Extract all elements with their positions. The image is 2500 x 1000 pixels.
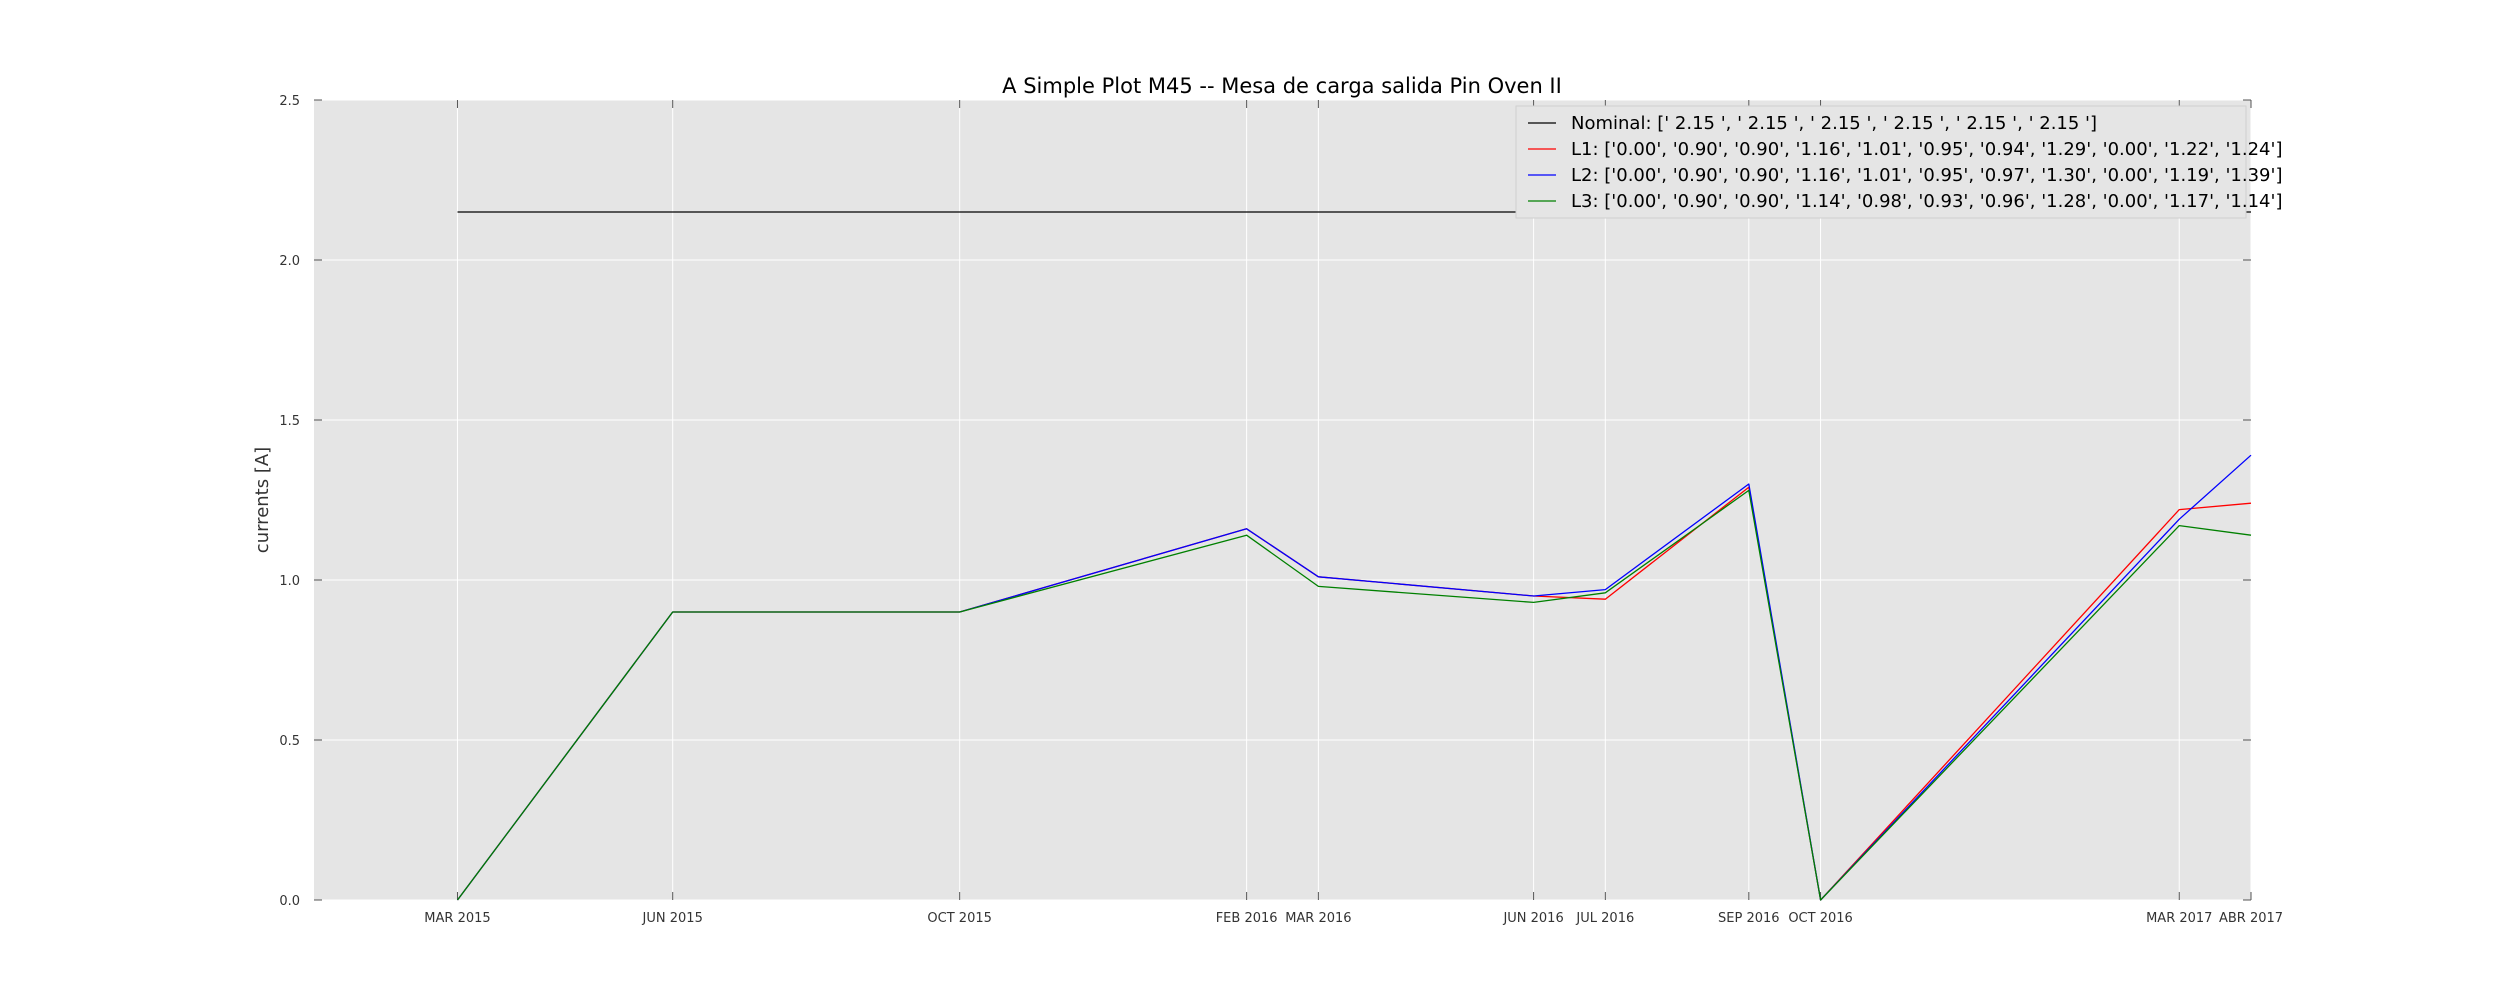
y-tick-label: 2.0 bbox=[279, 254, 300, 269]
y-tick-label: 2.5 bbox=[279, 94, 300, 109]
axis-ticks: 0.0 0.5 1.0 1.5 2.0 2.5 MAR 2015 JUN 2015 OCT 20… bbox=[279, 94, 2283, 926]
x-tick-label: JUN 2015 bbox=[642, 911, 703, 926]
x-tick-label: JUN 2016 bbox=[1502, 911, 1563, 926]
legend-label-l2: L2: ['0.00', '0.90', '0.90', '1.16', '1.… bbox=[1571, 165, 2282, 186]
x-tick-label: MAR 2015 bbox=[424, 911, 490, 926]
chart-title: A Simple Plot M45 -- Mesa de carga salid… bbox=[1002, 74, 1562, 98]
x-tick-label: OCT 2015 bbox=[927, 911, 991, 926]
legend: Nominal: [' 2.15 ', ' 2.15 ', ' 2.15 ', … bbox=[1515, 105, 2282, 219]
y-tick-label: 1.5 bbox=[279, 414, 300, 429]
series-line-l3 bbox=[456, 489, 2252, 901]
legend-box bbox=[1515, 105, 2247, 219]
legend-label-nominal: Nominal: [' 2.15 ', ' 2.15 ', ' 2.15 ', … bbox=[1571, 113, 2097, 134]
legend-label-l3: L3: ['0.00', '0.90', '0.90', '1.14', '0.… bbox=[1571, 191, 2282, 212]
y-tick-label: 0.5 bbox=[279, 734, 300, 749]
x-tick-label: OCT 2016 bbox=[1788, 911, 1852, 926]
y-tick-label: 1.0 bbox=[279, 574, 300, 589]
x-tick-label: JUL 2016 bbox=[1575, 911, 1634, 926]
plot-area bbox=[314, 100, 2251, 900]
x-tick-label: ABR 2017 bbox=[2219, 911, 2283, 926]
y-axis-title: currents [A] bbox=[252, 447, 273, 553]
x-tick-label: MAR 2016 bbox=[1285, 911, 1351, 926]
legend-label-l1: L1: ['0.00', '0.90', '0.90', '1.16', '1.… bbox=[1571, 139, 2282, 160]
x-tick-label: SEP 2016 bbox=[1718, 911, 1780, 926]
x-tick-label: MAR 2017 bbox=[2146, 911, 2212, 926]
y-tick-label: 0.0 bbox=[279, 894, 300, 909]
grid-lines bbox=[314, 99, 2252, 901]
x-tick-label: FEB 2016 bbox=[1216, 911, 1278, 926]
